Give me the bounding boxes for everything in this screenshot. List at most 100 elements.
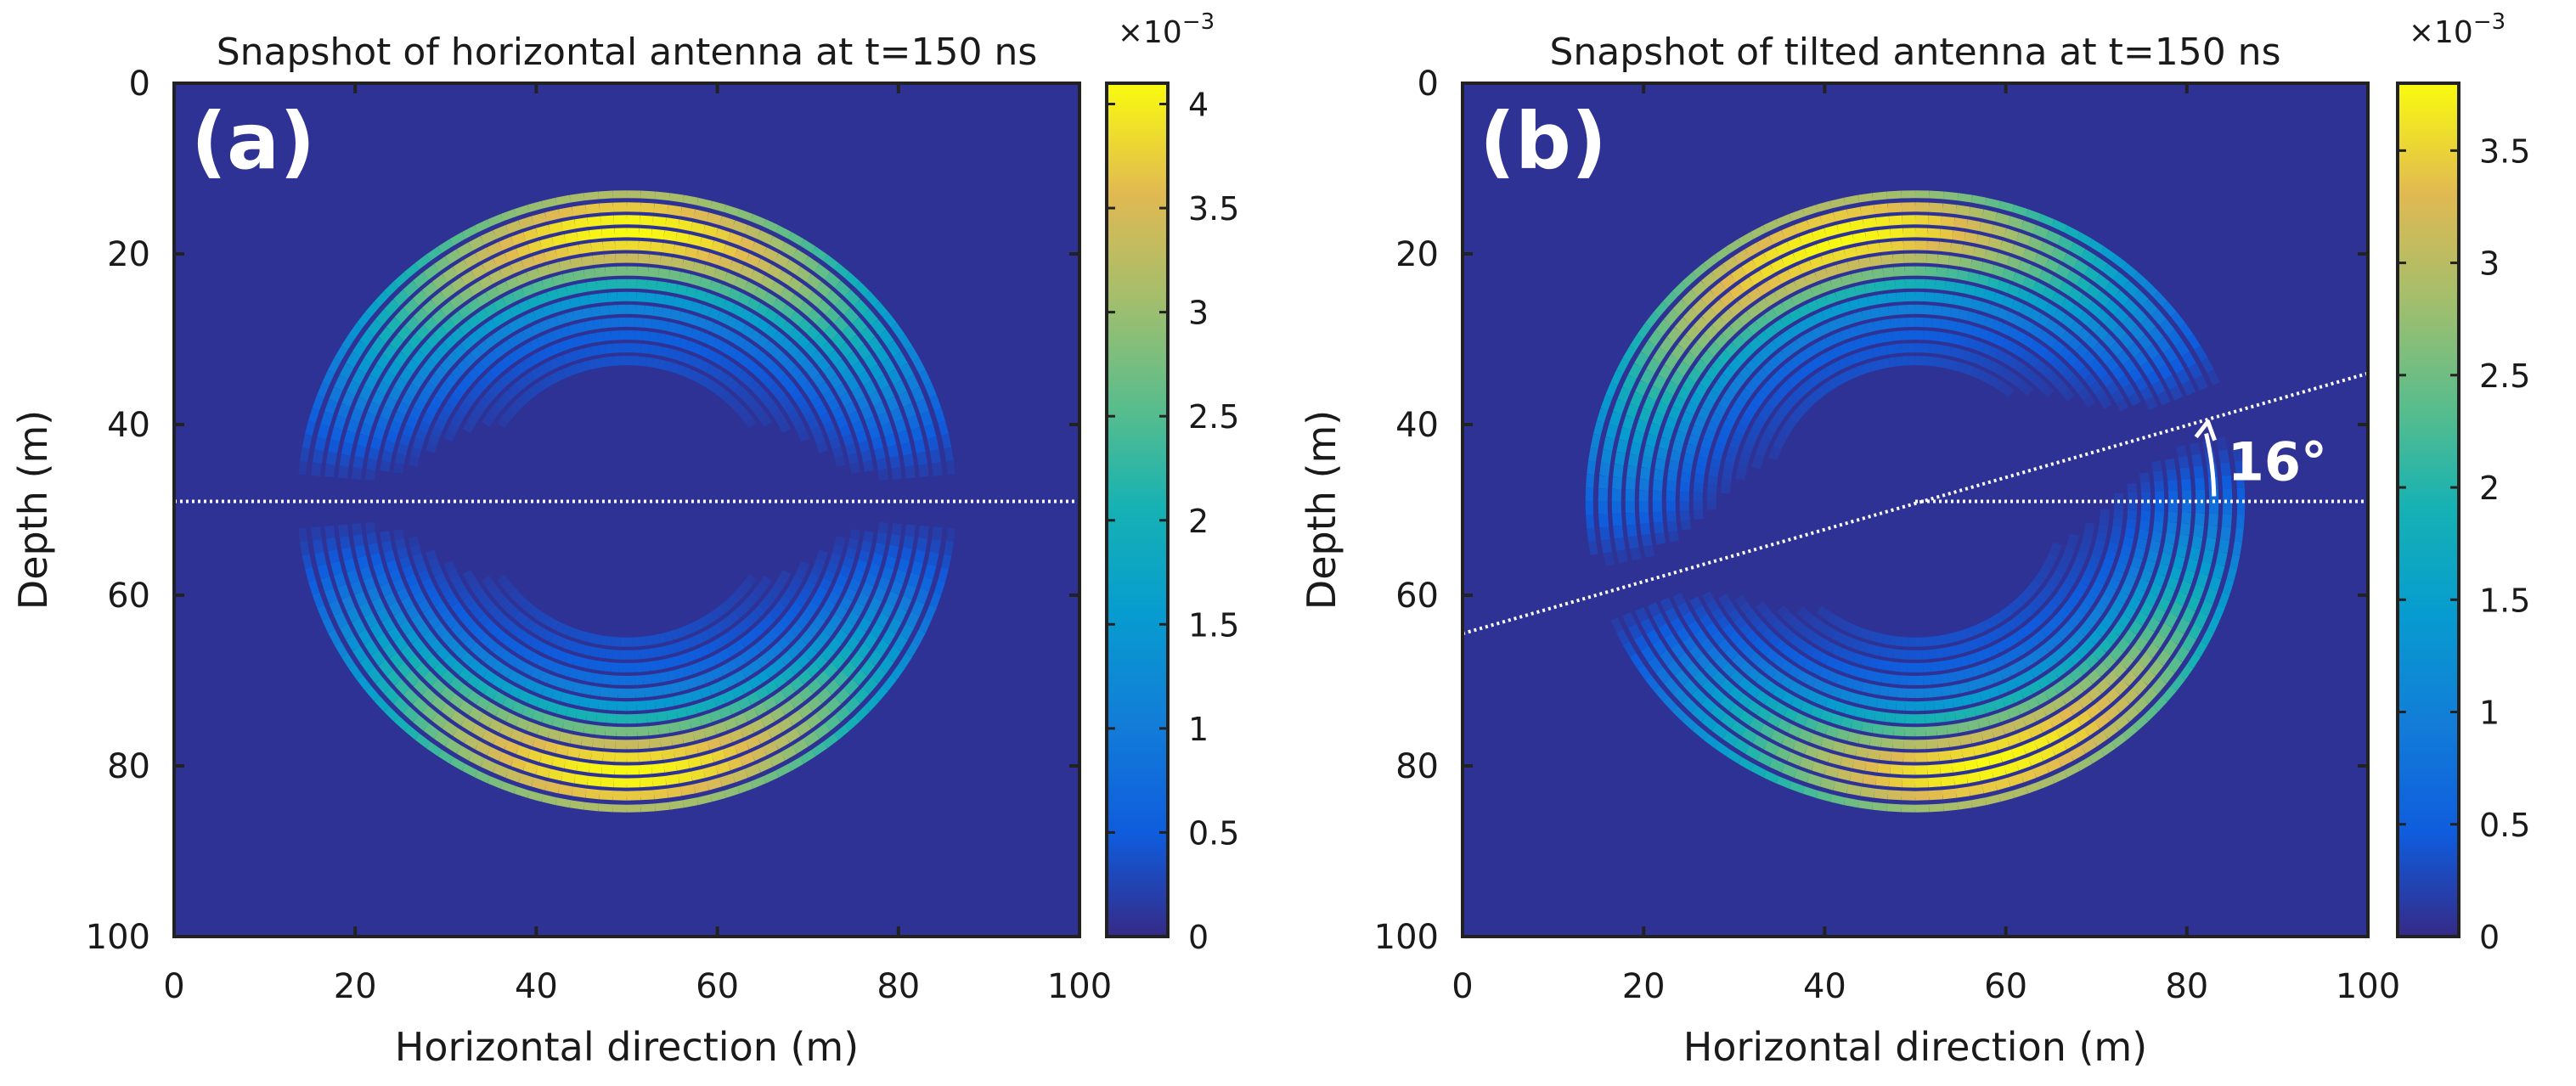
wavefront-ring [2122,359,2137,374]
wavefront-ring [539,237,555,250]
wavefront-ring [426,741,442,757]
wavefront-ring [397,547,409,560]
wavefront-ring [649,660,658,672]
wavefront-ring [2000,368,2012,380]
wavefront-ring [555,369,566,381]
wavefront-ring [1981,262,1994,274]
wavefront-ring [516,244,532,258]
wavefront-ring [1945,333,1954,344]
wavefront-ring [401,392,414,407]
wavefront-ring [1728,703,1745,718]
wavefront-ring [467,330,482,345]
wavefront-ring [790,601,803,615]
wavefront-ring [839,392,853,407]
wavefront-ring [795,616,809,629]
wavefront-ring [430,594,443,606]
wavefront-ring [1722,388,1736,402]
wavefront-ring [715,228,730,242]
wavefront-ring [2105,607,2120,622]
wavefront-ring [2031,374,2043,388]
wavefront-ring [1852,679,1864,692]
wavefront-ring [1774,350,1788,363]
wavefront-ring [739,355,753,369]
wavefront-ring [317,382,330,398]
wavefront-ring [1794,220,1811,234]
wavefront-ring [409,447,422,459]
wavefront-ring [555,313,567,326]
wavefront-ring [748,660,762,673]
wavefront-ring [2122,706,2139,723]
wavefront-ring [644,305,654,316]
wavefront-ring [740,680,753,695]
wavefront-ring [713,268,728,281]
wavefront-ring [2162,685,2177,701]
wavefront-ring [587,775,601,787]
wavefront-ring [1654,301,1669,318]
wavefront-ring [1829,277,1844,290]
wavefront-ring [918,464,929,478]
wavefront-ring [1773,440,1784,450]
wavefront-ring [1997,280,2010,293]
wavefront-ring [2156,337,2172,353]
wavefront-ring [572,205,587,217]
wavefront-ring [1825,265,1840,278]
wavefront-ring [865,416,877,430]
wavefront-ring [2027,355,2041,369]
wavefront-ring [769,281,786,296]
wavefront-ring [412,696,428,713]
wavefront-ring [548,222,564,234]
wavefront-ring [453,644,467,659]
wavefront-ring [1922,330,1931,340]
wavefront-ring [863,354,878,370]
wavefront-ring [1867,243,1881,254]
wavefront-ring [2060,673,2076,689]
wavefront-ring [695,289,707,301]
wavefront-ring [1846,206,1863,219]
wavefront-ring [2173,555,2185,569]
wavefront-ring [1694,359,1708,374]
wavefront-ring [2007,633,2020,646]
wavefront-ring [1973,704,1987,717]
wavefront-ring [578,696,590,708]
wavefront-ring [833,671,849,687]
wavefront-ring [1857,193,1874,203]
wavefront-ring [823,421,836,434]
wavefront-ring [521,733,536,746]
wavefront-ring [1710,459,1722,470]
wavefront-ring [1711,607,1725,622]
wavefront-ring [767,627,781,641]
wavefront-ring [798,430,810,442]
wavefront-ring [741,324,754,338]
wavefront-ring [1789,209,1806,222]
wavefront-ring [2064,545,2076,556]
wavefront-ring [2077,677,2093,692]
wavefront-ring [412,714,430,731]
colorbar-frame [1105,82,1170,938]
wavefront-ring [1705,622,1719,637]
wavefront-ring [2006,733,2021,746]
wavefront-ring [431,678,447,694]
wavefront-ring [2122,384,2137,397]
wavefront-ring [772,330,786,345]
wavefront-ring [1647,602,1661,617]
wavefront-ring [722,689,736,703]
wavefront-ring [1730,721,1747,736]
wavefront-ring [774,601,786,614]
wavefront-ring [855,560,868,572]
wavefront-ring [445,249,462,265]
wavefront-ring [1946,267,1959,279]
wavefront-ring [367,402,380,416]
wavefront-ring [693,619,704,631]
wavefront-ring [2002,268,2016,281]
wavefront-ring [877,469,889,481]
wavefront-ring [755,302,770,317]
wavefront-ring [451,388,464,402]
wavefront-ring [2036,345,2049,358]
wavefront-ring [2146,370,2161,385]
wavefront-ring [511,288,526,301]
wavefront-ring [2189,442,2201,456]
wavefront-ring [858,370,872,385]
wavefront-ring [2021,319,2035,333]
wavefront-ring [1872,723,1885,734]
wavefront-ring [1600,395,1613,411]
